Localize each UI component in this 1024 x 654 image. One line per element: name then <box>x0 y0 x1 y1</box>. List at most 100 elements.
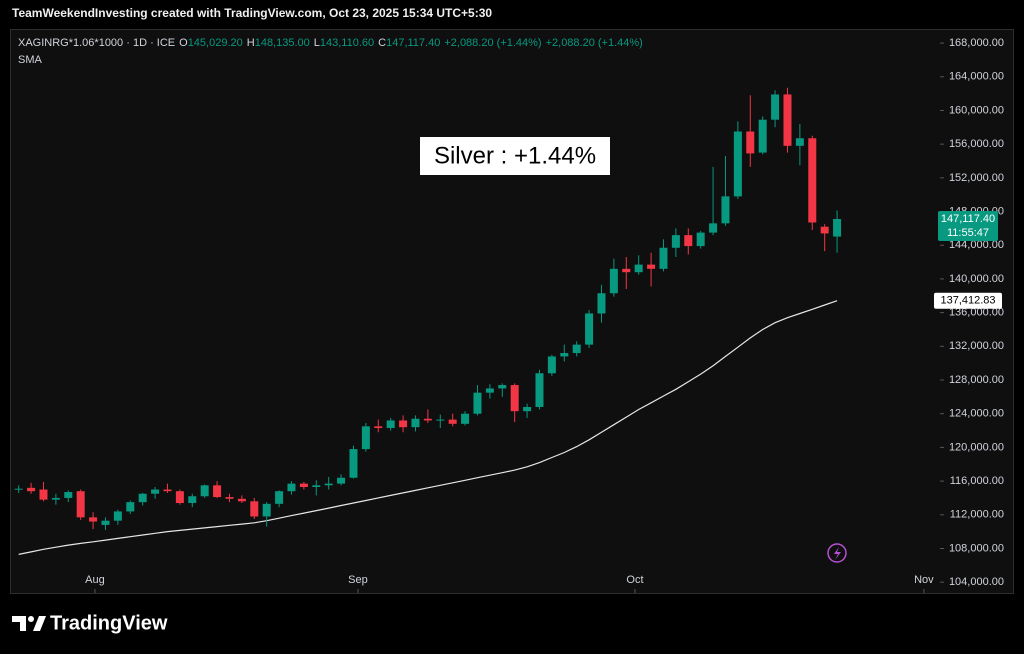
candle-body <box>262 503 271 517</box>
candle-body <box>609 268 618 294</box>
candle-body <box>349 449 358 478</box>
y-tick-label: 156,000.00 <box>949 138 1004 150</box>
candle-body <box>795 138 804 146</box>
y-tick-label: 136,000.00 <box>949 307 1004 319</box>
candle-body <box>721 196 730 224</box>
candle-body <box>287 483 296 492</box>
y-tick-label: 112,000.00 <box>950 509 1004 521</box>
candle-body <box>560 353 569 357</box>
candle-body <box>151 489 160 494</box>
candle-body <box>27 487 36 492</box>
y-tick-label: 164,000.00 <box>949 71 1004 83</box>
candle-body <box>175 491 184 504</box>
candle-body <box>163 489 172 492</box>
candle-body <box>473 392 482 414</box>
candle-body <box>461 413 470 424</box>
y-tick-label: 144,000.00 <box>949 239 1004 251</box>
y-tick-label: 152,000.00 <box>949 172 1004 184</box>
candle-body <box>423 418 432 421</box>
candle-body <box>188 496 197 504</box>
legend-value: +2,088.20 (+1.44%) <box>546 37 643 49</box>
y-tick-label: 108,000.00 <box>949 542 1004 554</box>
candle-body <box>399 420 408 428</box>
candle-body <box>733 131 742 197</box>
candle-body <box>758 119 767 153</box>
candle-body <box>14 488 23 490</box>
legend-value: +2,088.20 (+1.44%) <box>444 37 541 49</box>
last-price-box <box>938 210 998 241</box>
candle-body <box>783 94 792 146</box>
y-tick-label: 140,000.00 <box>949 273 1004 285</box>
candle-body <box>89 517 98 522</box>
x-tick-label: Oct <box>626 574 643 586</box>
candle-body <box>622 268 631 273</box>
candle-body <box>250 501 259 517</box>
annotation-box <box>420 137 610 175</box>
candle-body <box>411 418 420 428</box>
x-tick-label: Sep <box>348 574 368 586</box>
annotation: Silver : +1.44% <box>434 142 596 169</box>
candle-body <box>213 485 222 498</box>
y-tick-label: 116,000.00 <box>950 475 1004 487</box>
candle-body <box>76 491 85 518</box>
candle-body <box>485 388 494 393</box>
candle-body <box>771 94 780 120</box>
candle-body <box>436 419 445 421</box>
last-price-label: 147,117.40 <box>941 213 995 225</box>
x-tick-label: Nov <box>914 574 934 586</box>
candle-body <box>113 511 122 521</box>
legend-key: L <box>314 37 320 49</box>
lightning-icon <box>827 543 847 563</box>
candle-body <box>808 138 817 223</box>
candle-body <box>237 498 246 502</box>
candle-body <box>547 356 556 374</box>
candle-body <box>634 264 643 273</box>
symbol-legend: XAGINRG*1.06*1000 · 1D · ICE O145,029.20 H… <box>18 37 643 49</box>
candle-body <box>386 420 395 429</box>
logo <box>12 616 46 631</box>
symbol: XAGINRG*1.06*1000 · 1D · ICE <box>18 37 175 49</box>
x-tick-label: Aug <box>85 574 105 586</box>
candle-body <box>746 131 755 154</box>
candle-body <box>374 426 383 429</box>
logo-text: TradingView <box>50 612 168 634</box>
candle-body <box>498 385 507 389</box>
candle-body <box>361 426 370 450</box>
candle-body <box>200 485 209 497</box>
candle-body <box>659 247 668 269</box>
legend-value: 147,117.40 <box>386 37 440 49</box>
candle-body <box>448 419 457 424</box>
candle-body <box>684 235 693 247</box>
candle-body <box>324 483 333 486</box>
legend-key: H <box>247 37 255 49</box>
countdown: 11:55:47 <box>947 227 989 239</box>
candle-body <box>39 489 48 500</box>
candle-body <box>299 483 308 487</box>
candle-body <box>275 491 284 504</box>
candle-body <box>585 313 594 345</box>
candle-body <box>64 492 73 498</box>
candle-body <box>523 406 532 412</box>
candle-body <box>51 497 60 500</box>
candle-body <box>709 223 718 233</box>
credit: TeamWeekendInvesting created with Tradin… <box>12 6 492 20</box>
candle-body <box>820 226 829 234</box>
candle-body <box>138 493 147 503</box>
candle-body <box>225 497 234 499</box>
legend-key: C <box>378 37 386 49</box>
legend-value: 143,110.60 <box>320 37 374 49</box>
y-tick-label: 124,000.00 <box>949 408 1004 420</box>
sma-price-label: 137,412.83 <box>940 295 995 307</box>
candle-body <box>597 293 606 314</box>
y-tick-label: 132,000.00 <box>949 340 1004 352</box>
legend-key: O <box>179 37 188 49</box>
candle-body <box>126 502 135 512</box>
legend-value: 148,135.00 <box>255 37 310 49</box>
candle-body <box>833 218 842 237</box>
y-tick-label: 160,000.00 <box>949 104 1004 116</box>
sma-line <box>18 300 838 555</box>
y-tick-label: 120,000.00 <box>949 441 1004 453</box>
y-tick-label: 168,000.00 <box>949 37 1004 49</box>
